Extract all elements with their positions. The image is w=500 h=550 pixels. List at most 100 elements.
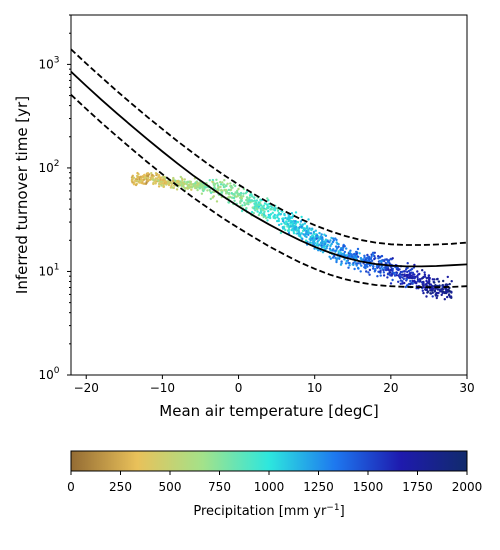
scatter-point [269,216,272,220]
scatter-point [325,246,328,250]
scatter-point [347,266,350,269]
colorbar-tick-label: 2000 [452,480,483,494]
colorbar-label: Precipitation [mm yr−1] [193,503,344,519]
scatter-point [262,212,266,215]
scatter-point [284,228,287,232]
scatter-point [243,203,246,207]
scatter-point [446,275,449,279]
scatter-point [150,172,153,175]
scatter-point [250,210,254,214]
scatter-point [303,222,307,225]
scatter-point [310,228,313,232]
scatter-point [358,252,361,255]
scatter-point [172,180,175,183]
scatter-point [364,258,367,261]
scatter-point [434,293,437,296]
scatter-point [299,223,302,226]
scatter-point [150,177,153,180]
scatter-point [432,287,435,290]
scatter-point [439,290,442,293]
scatter-point [226,182,229,185]
y-tick-label: 101 [38,262,59,278]
scatter-point [237,187,240,191]
scatter-point [384,265,387,268]
y-tick-exponent: 3 [54,55,60,65]
scatter-point [287,227,291,231]
scatter-point [386,265,389,269]
scatter-point [242,192,245,195]
scatter-point [441,291,444,295]
scatter-point [423,271,426,274]
scatter-point [391,278,394,282]
scatter-point [157,182,161,186]
scatter-point [401,270,404,273]
scatter-point [440,293,443,297]
y-tick-exponent: 0 [54,366,60,376]
scatter-point [354,257,358,260]
scatter-point [365,270,368,273]
scatter-point [216,182,219,185]
scatter-point [425,295,428,298]
scatter-point [433,281,436,284]
scatter-point [366,265,369,268]
scatter-point [285,220,288,223]
scatter-point [221,181,224,184]
x-tick-label: 20 [383,381,398,395]
scatter-point [232,193,235,196]
scatter-point [281,219,285,222]
scatter-point [253,199,256,202]
scatter-point [233,199,236,202]
scatter-point [182,185,185,188]
colorbar-tick-label: 1750 [402,480,433,494]
scatter-point [368,273,371,276]
scatter-point [366,253,369,257]
scatter-point [324,238,328,241]
scatter-point [332,237,335,240]
colorbar-label-end: ] [340,504,345,519]
scatter-point [378,259,382,263]
scatter-point [172,176,175,180]
scatter-point [134,183,138,187]
scatter-point [323,240,326,243]
scatter-point [447,293,451,296]
scatter-point [277,213,280,216]
scatter-point [276,219,279,223]
scatter-point [162,183,165,187]
scatter-point [198,187,201,190]
scatter-point [317,249,320,252]
scatter-point [211,180,214,183]
scatter-point [330,236,333,240]
scatter-point [264,214,267,218]
scatter-point [224,192,228,195]
scatter-point [246,197,249,200]
scatter-point [393,274,397,277]
scatter-point [223,179,226,182]
scatter-point [190,188,193,191]
scatter-point [331,256,335,259]
scatter-point [215,178,218,181]
scatter-point [213,182,217,186]
scatter-point [435,296,438,300]
scatter-point [291,222,294,225]
scatter-point [287,219,290,223]
scatter-point [368,268,372,272]
scatter-point [302,227,306,230]
scatter-point [196,186,199,189]
scatter-point [248,196,251,199]
scatter-point [255,199,259,202]
scatter-point [183,178,186,181]
scatter-point [208,188,211,192]
y-axis-label: Inferred turnover time [yr] [13,96,31,294]
scatter-point [142,182,145,185]
scatter-point [431,295,434,298]
scatter-point [323,233,326,236]
scatter-point [209,197,212,201]
colorbar-tick-label: 500 [159,480,182,494]
scatter-point [411,279,414,283]
scatter-point [307,231,310,235]
scatter-point [300,232,303,235]
scatter-point [277,223,281,227]
scatter-point [206,189,209,192]
scatter-point [415,282,418,285]
scatter-point [254,209,257,212]
